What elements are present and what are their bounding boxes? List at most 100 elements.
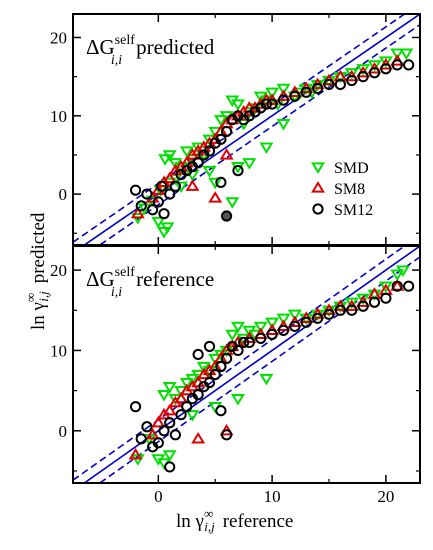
lower-dashed-line <box>98 23 420 245</box>
data-point <box>192 389 204 401</box>
x-axis-label-sup: ∞ <box>204 506 213 521</box>
data-point <box>141 188 153 200</box>
upper-dashed-line <box>73 246 406 481</box>
data-point <box>391 280 403 292</box>
data-point <box>367 60 382 72</box>
data-point <box>208 177 223 190</box>
data-point <box>276 83 291 96</box>
data-point <box>156 180 168 192</box>
data-point <box>203 340 216 353</box>
data-point <box>129 401 142 413</box>
data-point <box>357 71 369 83</box>
data-point <box>356 293 371 306</box>
panel-title-sub: i,i <box>111 53 122 68</box>
identity-line <box>82 246 420 483</box>
data-point <box>157 389 171 402</box>
data-point <box>300 86 312 98</box>
y-tick-label: 0 <box>59 185 68 204</box>
series-sm12 <box>129 59 415 220</box>
data-point <box>230 99 245 111</box>
data-point <box>403 59 415 71</box>
data-point <box>174 181 189 194</box>
x-axis-label-main: ln γ <box>176 511 204 532</box>
data-point <box>219 148 234 160</box>
data-point <box>179 146 194 158</box>
data-point <box>191 431 206 444</box>
data-point <box>378 281 393 294</box>
panel-title: ΔGself i,i predicted <box>86 33 215 68</box>
data-point <box>225 197 240 209</box>
data-point <box>152 196 164 208</box>
data-point <box>255 332 267 344</box>
data-point <box>151 183 166 195</box>
data-point <box>220 352 233 365</box>
y-tick-label: 20 <box>50 28 67 47</box>
data-point <box>277 94 290 106</box>
data-point <box>162 450 177 462</box>
panel-title-delta: ΔG <box>86 267 115 291</box>
bottom-panel: 0 10 20 0 10 20 ΔGself i,i reference <box>50 245 421 506</box>
data-point <box>232 165 244 177</box>
x-tick-label: 10 <box>264 487 281 506</box>
data-point <box>141 421 153 433</box>
legend-marker <box>311 181 325 193</box>
data-point <box>378 56 393 68</box>
x-axis-label-text: reference <box>223 511 294 532</box>
data-point <box>147 204 159 216</box>
y-tick-label: 0 <box>59 422 68 441</box>
legend-label: SMD <box>334 160 369 177</box>
series-smd <box>130 265 410 470</box>
y-axis-label: ln γ∞i,j predicted <box>23 212 51 330</box>
data-point <box>135 433 147 445</box>
y-axis-label-sub: i,j <box>36 291 51 302</box>
data-point <box>344 68 359 80</box>
data-point <box>145 427 160 440</box>
data-point <box>344 297 359 310</box>
plot-area <box>73 246 420 483</box>
series-sm12-outlier <box>220 210 233 222</box>
data-point <box>259 373 274 386</box>
data-point <box>203 376 216 389</box>
data-point <box>215 176 227 188</box>
data-point <box>192 348 204 361</box>
data-point <box>277 324 290 336</box>
plot-frame <box>72 245 421 484</box>
data-point <box>158 154 173 166</box>
data-point <box>289 90 301 102</box>
data-point <box>253 321 268 334</box>
data-point <box>208 191 223 203</box>
data-point <box>243 336 255 349</box>
panel-title-text: predicted <box>136 35 215 59</box>
data-point <box>380 292 392 304</box>
data-point <box>346 74 358 87</box>
data-point <box>323 78 335 91</box>
data-point <box>135 200 147 212</box>
data-point <box>160 222 175 234</box>
data-point <box>356 64 371 76</box>
data-point <box>202 165 217 178</box>
identity-line <box>82 14 420 245</box>
data-point <box>162 171 177 184</box>
data-point <box>164 461 176 473</box>
data-point <box>164 417 176 429</box>
data-point <box>230 394 245 406</box>
data-point <box>169 180 181 192</box>
data-point <box>260 98 273 110</box>
data-point <box>403 280 415 292</box>
y-axis-label-text: predicted <box>28 212 49 283</box>
data-point <box>276 118 291 131</box>
data-point <box>215 360 227 373</box>
legend-marker <box>312 203 324 215</box>
panel-title-sub: i,i <box>111 285 122 300</box>
data-point <box>230 321 245 334</box>
data-point <box>174 391 189 404</box>
data-point <box>265 87 280 100</box>
panel-title-sup: self <box>115 33 136 48</box>
data-point <box>175 409 187 421</box>
data-point <box>220 429 233 441</box>
data-point <box>276 313 291 326</box>
data-point <box>181 401 193 413</box>
data-point <box>287 309 302 322</box>
